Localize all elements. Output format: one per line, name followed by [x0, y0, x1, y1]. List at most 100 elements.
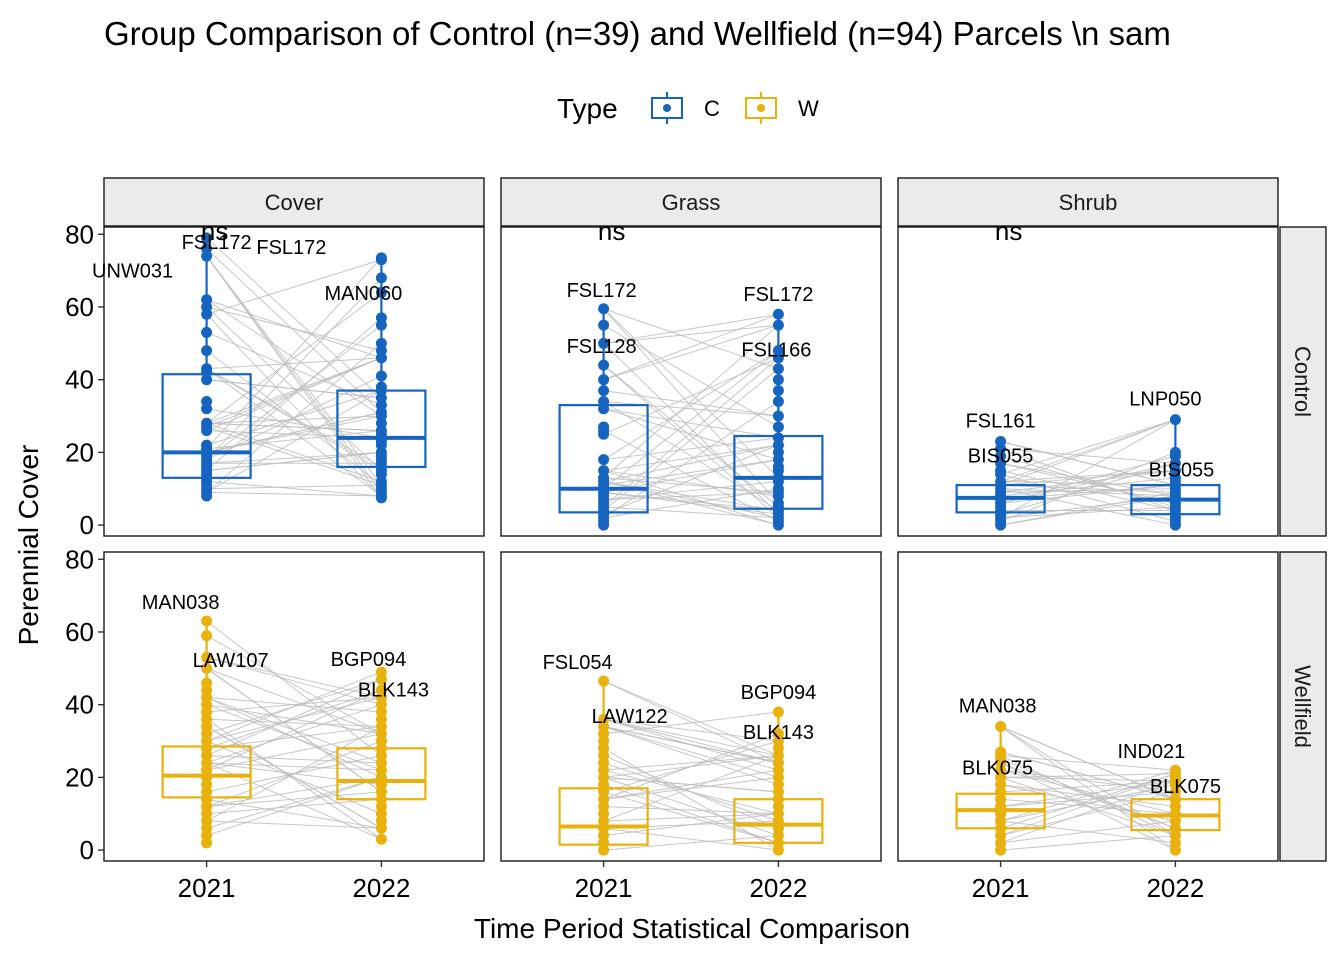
pairing-line — [206, 426, 382, 486]
pairing-line — [206, 820, 382, 829]
pairing-line — [206, 259, 382, 315]
data-point — [598, 519, 610, 531]
pairing-line — [206, 480, 382, 497]
data-point — [772, 519, 784, 531]
points-2021 — [995, 720, 1007, 856]
data-point — [375, 822, 387, 834]
point-label: BGP094 — [331, 649, 407, 671]
legend-entry-W: W — [745, 92, 819, 124]
pairing-line — [206, 306, 382, 352]
data-point — [375, 833, 387, 845]
panel-grass-wellfield: FSL054 LAW122 BGP094 BLK143 — [500, 551, 882, 862]
pairing-line — [603, 718, 779, 757]
pairing-line — [603, 308, 779, 479]
facet-strip-label: Control — [1290, 346, 1315, 417]
pairing-line — [603, 324, 779, 381]
pairing-line — [1000, 448, 1176, 464]
y-tick-label: 40 — [65, 690, 94, 720]
pairing-line — [603, 776, 779, 800]
data-point — [598, 403, 610, 415]
pairing-line — [603, 711, 779, 735]
x-axis-grass: 2021 2022 — [575, 861, 807, 903]
pairing-line — [603, 364, 779, 508]
y-tick-label: 80 — [65, 219, 94, 249]
data-point — [201, 837, 213, 849]
pairing-line — [1000, 440, 1176, 486]
data-point — [995, 519, 1007, 531]
pairing-line — [206, 357, 382, 428]
point-label: MAN038 — [959, 695, 1037, 717]
panel-border — [897, 551, 1279, 862]
data-point — [201, 308, 213, 320]
data-point — [201, 490, 213, 502]
pairing-line — [603, 437, 779, 461]
pairing-line — [206, 678, 382, 757]
data-point — [1169, 414, 1181, 426]
x-tick-label: 2022 — [749, 873, 807, 903]
pairing-line — [603, 718, 779, 742]
point-label: FSL172 — [567, 280, 637, 302]
data-point — [772, 374, 784, 386]
data-point — [201, 630, 213, 642]
pairing-line — [206, 255, 382, 499]
pairing-line — [603, 813, 779, 837]
x-tick-label: 2021 — [575, 873, 633, 903]
point-label: IND021 — [1117, 741, 1185, 763]
y-axis-wellfield: 0 20 40 60 80 — [65, 544, 104, 865]
pairing-line — [603, 308, 779, 370]
pairing-line — [1000, 780, 1176, 793]
data-point — [995, 720, 1007, 732]
legend-entry-C: C — [651, 92, 720, 124]
data-point — [201, 345, 213, 357]
significance-label: ns — [598, 216, 625, 246]
points-2022 — [772, 706, 784, 856]
legend-label-C: C — [704, 96, 720, 121]
pairing-line — [603, 762, 779, 822]
panel-border — [897, 226, 1279, 537]
panel-border — [103, 551, 485, 862]
point-label: FSL172 — [256, 237, 326, 259]
pairing-line — [603, 444, 779, 482]
pairing-line — [206, 689, 382, 749]
data-point — [772, 352, 784, 364]
pairing-line — [206, 635, 382, 735]
y-axis-title: Perennial Cover — [13, 445, 44, 646]
data-point — [201, 250, 213, 262]
pairing-line — [603, 755, 779, 778]
pairing-line — [1000, 488, 1176, 497]
pairing-line — [206, 725, 382, 749]
pairing-line — [206, 451, 382, 472]
data-point — [375, 272, 387, 284]
pairing-line — [206, 331, 382, 406]
data-point — [375, 254, 387, 266]
data-point — [995, 844, 1007, 856]
points-2021 — [598, 303, 610, 531]
pairing-line — [206, 491, 382, 497]
pairing-line — [206, 248, 382, 413]
pairing-line — [206, 357, 382, 370]
pairing-line — [603, 827, 779, 851]
data-point — [772, 706, 784, 718]
legend: Type C W — [557, 92, 819, 124]
pairing-line — [206, 656, 382, 706]
pairing-line — [603, 680, 779, 757]
data-point — [598, 385, 610, 397]
pairing-line — [206, 415, 382, 453]
pairing-line — [206, 237, 382, 399]
pairing-line — [1000, 835, 1176, 851]
facet-strip-shrub: Shrub — [897, 177, 1279, 227]
pairing-line — [206, 484, 382, 490]
x-tick-label: 2021 — [972, 873, 1030, 903]
data-point — [598, 454, 610, 466]
chart-title: Group Comparison of Control (n=39) and W… — [104, 15, 1171, 52]
data-point — [598, 303, 610, 315]
significance-label: ns — [201, 216, 228, 246]
panel-cover-control: FSL172 UNW031 FSL172 MAN060 ns — [92, 216, 485, 537]
pairing-line — [1000, 470, 1176, 486]
points-2022 — [1169, 764, 1181, 856]
y-tick-label: 0 — [80, 835, 94, 865]
data-point — [772, 395, 784, 407]
pairing-line — [603, 755, 779, 771]
pairing-line — [603, 477, 779, 493]
data-point — [375, 319, 387, 331]
